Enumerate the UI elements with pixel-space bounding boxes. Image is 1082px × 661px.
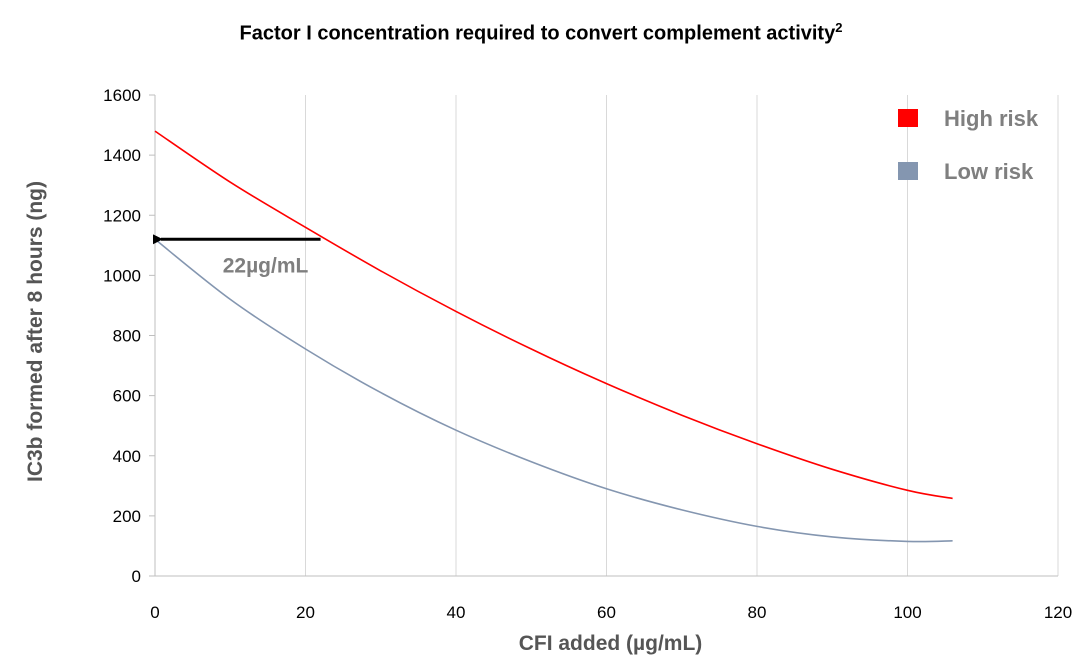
- series-lines: [154, 130, 953, 543]
- chart-title-text: Factor I concentration required to conve…: [239, 22, 836, 45]
- y-tick-label: 800: [113, 327, 141, 346]
- x-tick-label: 40: [447, 603, 466, 622]
- legend-label-high-risk: High risk: [944, 106, 1039, 131]
- axes: [149, 94, 1058, 577]
- x-tick-labels: 0 20 40 60 80 100 120: [150, 603, 1072, 622]
- annotation-label: 22µg/mL: [223, 254, 309, 277]
- x-tick-label: 60: [597, 603, 616, 622]
- x-tick-label: 0: [150, 603, 159, 622]
- series-line-low-risk: [154, 238, 953, 543]
- chart-title-superscript: 2: [835, 20, 843, 35]
- series-line-high-risk: [154, 130, 953, 500]
- y-tick-labels: 0 200 400 600 800 1000 1200 1400 1600: [103, 86, 141, 586]
- x-axis-title: CFI added (µg/mL): [519, 632, 703, 655]
- x-tick-label: 100: [893, 603, 921, 622]
- y-tick-label: 1400: [103, 146, 141, 165]
- y-tick-label: 0: [132, 567, 141, 586]
- x-tick-label: 80: [748, 603, 767, 622]
- x-tick-label: 120: [1044, 603, 1072, 622]
- x-tick-label: 20: [296, 603, 315, 622]
- y-tick-label: 400: [113, 447, 141, 466]
- y-tick-label: 200: [113, 507, 141, 526]
- legend-swatch-high-risk: [898, 109, 918, 127]
- chart-title: Factor I concentration required to conve…: [0, 20, 1082, 46]
- y-tick-label: 600: [113, 387, 141, 406]
- y-tick-label: 1600: [103, 86, 141, 105]
- annotations: 22µg/mL: [153, 234, 321, 277]
- y-axis-title: IC3b formed after 8 hours (ng): [24, 181, 47, 482]
- legend-label-low-risk: Low risk: [944, 159, 1034, 184]
- y-tick-label: 1000: [103, 266, 141, 285]
- y-tick-label: 1200: [103, 206, 141, 225]
- legend-swatch-low-risk: [898, 162, 918, 180]
- legend: High risk Low risk: [898, 106, 1039, 184]
